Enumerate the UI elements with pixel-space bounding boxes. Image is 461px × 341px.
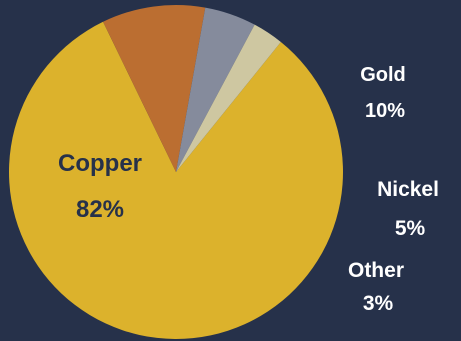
pie-slice-copper	[8, 21, 343, 339]
slice-value-other: 3%	[363, 292, 394, 315]
pie-slice-nickel	[176, 7, 255, 173]
pie-slice-gold	[103, 4, 206, 172]
slice-value-gold: 10%	[365, 100, 405, 122]
pie-slice-other	[176, 24, 281, 173]
slice-label-gold: Gold	[360, 64, 406, 86]
slice-value-nickel: 5%	[395, 217, 426, 240]
slice-label-other: Other	[348, 259, 404, 282]
slice-label-nickel: Nickel	[377, 178, 439, 201]
slice-label-copper: Copper	[58, 150, 142, 177]
slice-value-copper: 82%	[76, 196, 124, 223]
